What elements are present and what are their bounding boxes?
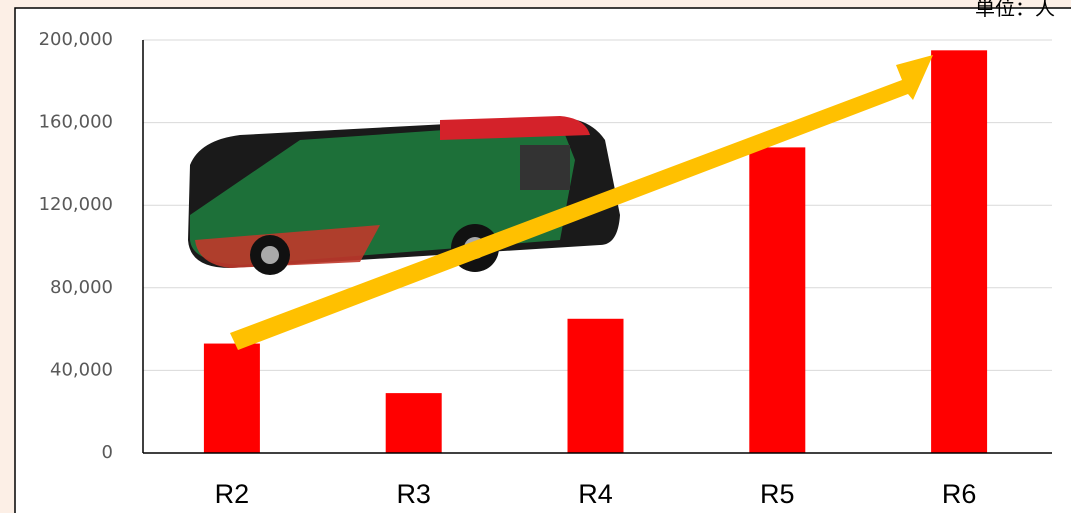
y-tick-label: 80,000 bbox=[50, 277, 113, 298]
chart: 単位：人 0 40,000 80,000 120,000 160,000 200,000 R… bbox=[0, 0, 1071, 513]
x-tick-label: R4 bbox=[578, 479, 613, 509]
bar bbox=[386, 393, 442, 453]
y-tick-label: 40,000 bbox=[50, 359, 113, 380]
x-tick-label: R2 bbox=[215, 479, 250, 509]
unit-label: 単位：人 bbox=[975, 0, 1055, 20]
y-tick-label: 200,000 bbox=[39, 29, 113, 50]
x-tick-label: R5 bbox=[760, 479, 795, 509]
bar bbox=[749, 147, 805, 453]
y-tick-label: 120,000 bbox=[39, 194, 113, 215]
bar bbox=[931, 50, 987, 453]
y-tick-label: 0 bbox=[102, 442, 113, 463]
y-tick-label: 160,000 bbox=[39, 112, 113, 133]
x-tick-label: R3 bbox=[396, 479, 431, 509]
x-tick-label: R6 bbox=[942, 479, 977, 509]
page: 単位：人 0 40,000 80,000 120,000 160,000 200,000 R… bbox=[0, 0, 1071, 513]
bar bbox=[568, 319, 624, 453]
bar bbox=[204, 344, 260, 453]
